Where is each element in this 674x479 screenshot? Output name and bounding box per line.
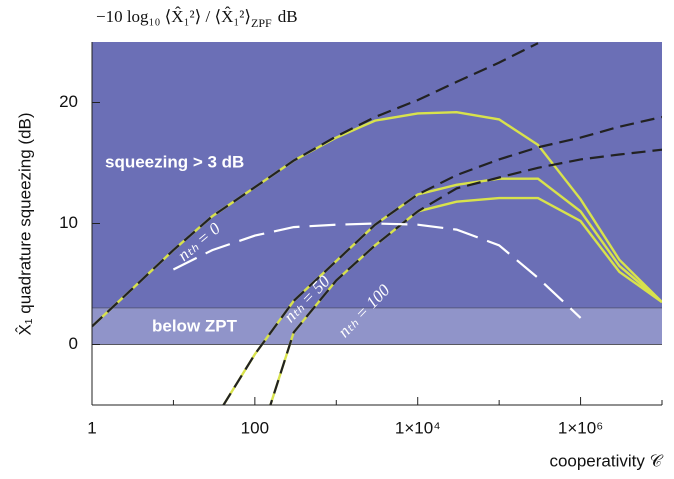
x-tick-label: 1 <box>87 418 96 437</box>
region <box>92 308 662 345</box>
y-axis-label: X̂₁ quadrature squeezing (dB) <box>15 112 35 335</box>
x-tick-label: 100 <box>241 418 269 437</box>
x-tick-label: 1×10⁴ <box>395 418 441 437</box>
region-label: below ZPT <box>152 316 238 335</box>
x-tick-label: 1×10⁶ <box>558 418 603 437</box>
title-unit: dB <box>278 7 298 26</box>
axes: 0 10 20 1 100 1×10⁴ 1×10⁶ <box>59 42 663 437</box>
title-sub: ZPF <box>251 16 272 30</box>
y-tick-label: 10 <box>59 213 78 232</box>
chart-title: −10 log₁₀ ⟨X̂₁²⟩ / ⟨X̂₁²⟩ZPF dB <box>96 7 298 30</box>
y-tick-label: 0 <box>69 334 78 353</box>
x-axis-label: cooperativity 𝒞 <box>549 451 663 470</box>
y-tick-label: 20 <box>59 92 78 111</box>
title-main: −10 log₁₀ ⟨X̂₁²⟩ / ⟨X̂₁²⟩ <box>96 7 251 26</box>
series-line <box>92 42 539 328</box>
series-line <box>222 115 662 405</box>
series-line <box>269 148 662 405</box>
region-label: squeezing > 3 dB <box>105 152 244 171</box>
series-line <box>172 222 582 319</box>
